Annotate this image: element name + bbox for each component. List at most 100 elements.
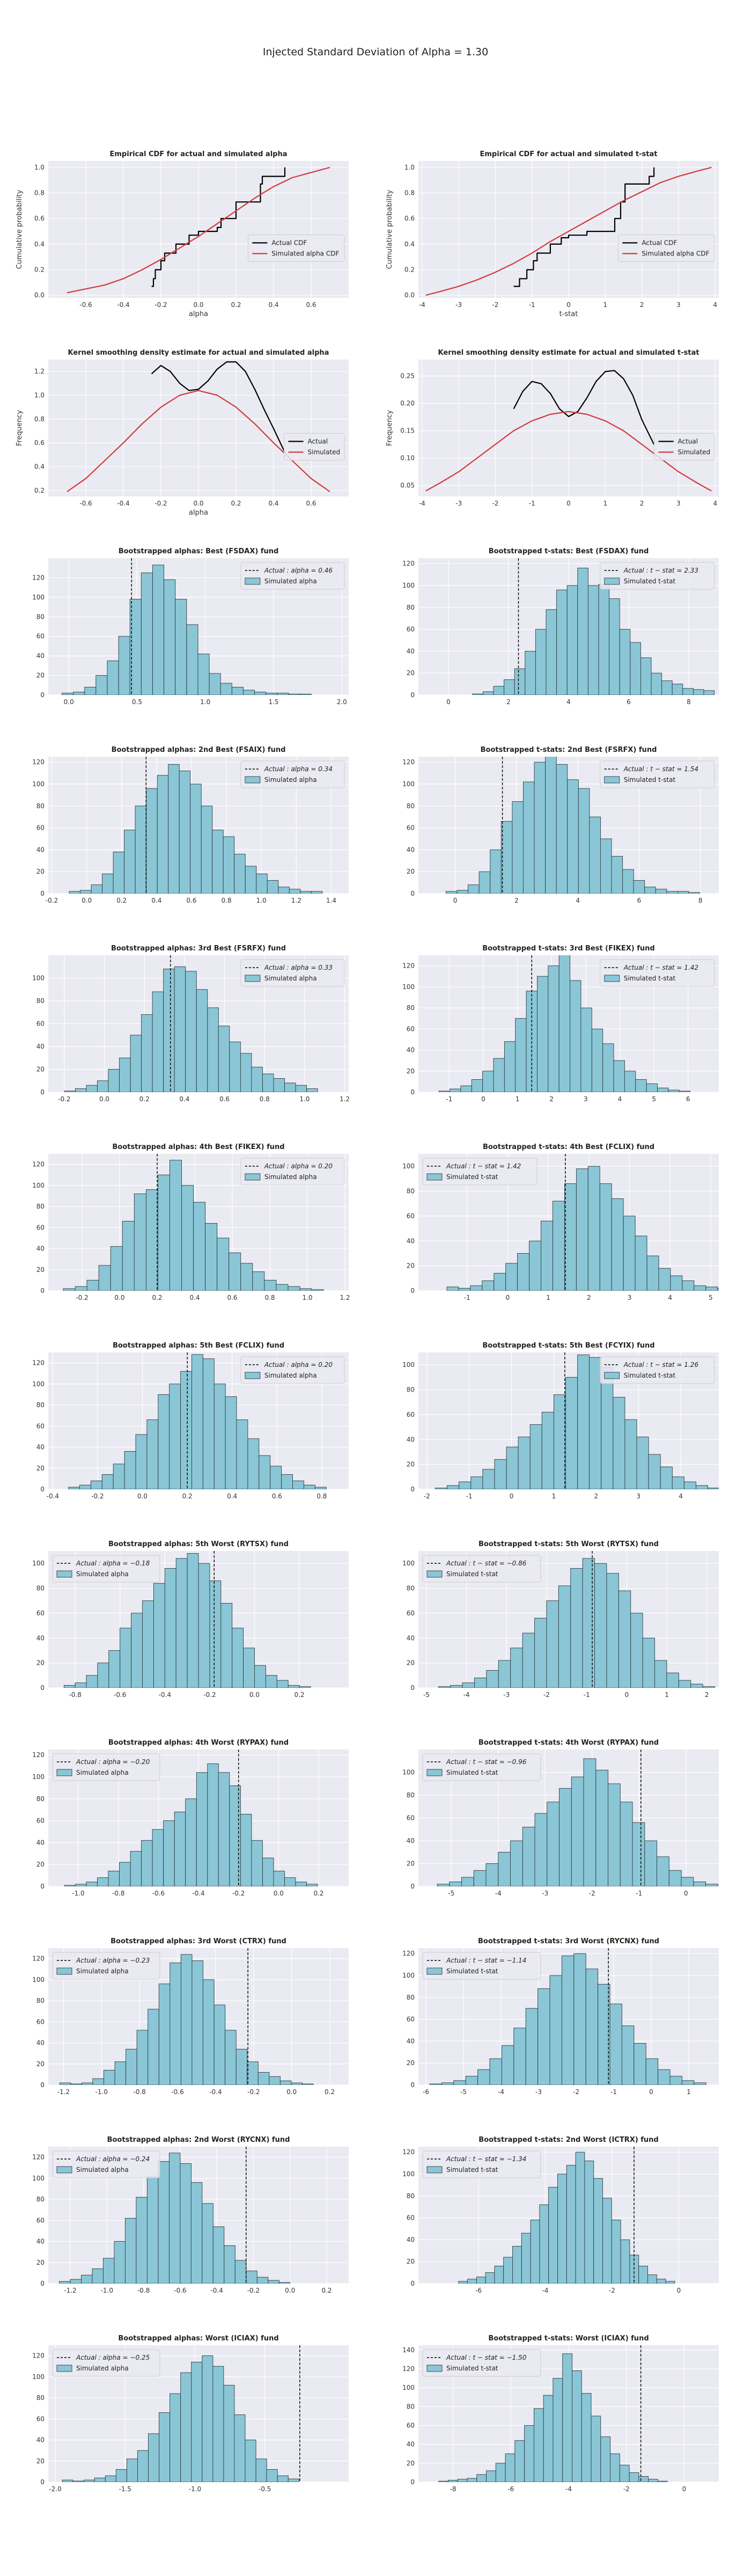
histogram-bar: [557, 2174, 567, 2284]
x-tick-label: 1.0: [299, 1095, 310, 1103]
x-tick-label: 4: [618, 1095, 622, 1103]
chart-title: Bootstrapped t-stats: 3rd Worst (RYCNX) …: [478, 1937, 659, 1945]
histogram-bar: [471, 1079, 483, 1092]
y-tick-label: 60: [36, 1020, 45, 1028]
histogram-bar: [192, 1960, 203, 2085]
histogram-bar: [477, 2069, 490, 2085]
histogram-bar: [635, 1235, 647, 1291]
y-tick-label: 20: [36, 1066, 45, 1073]
histogram-bar: [97, 1877, 109, 1886]
histogram-bar: [646, 1255, 659, 1291]
chart-title: Empirical CDF for actual and simulated t…: [480, 150, 658, 158]
x-tick-label: 0: [624, 1691, 629, 1699]
x-tick-label: 4: [713, 500, 717, 507]
legend-box: [240, 562, 345, 590]
histogram-bar: [634, 2043, 646, 2085]
histogram-bar: [613, 1397, 625, 1489]
y-tick-label: 120: [32, 1751, 45, 1759]
y-tick-label: 60: [407, 1212, 415, 1220]
y-tick-label: 40: [407, 2236, 415, 2243]
histogram-bar: [705, 1884, 718, 1886]
legend-patch-swatch: [604, 776, 620, 784]
legend-patch-swatch: [56, 1769, 72, 1776]
histogram-bar: [474, 1678, 487, 1688]
histogram-bar: [541, 1220, 553, 1291]
histogram-bar: [621, 2025, 635, 2085]
x-tick-label: -4: [565, 2485, 572, 2493]
histogram-bar: [447, 1485, 460, 1489]
histogram-bar: [547, 1802, 560, 1886]
histogram-bar: [152, 991, 164, 1092]
legend-label: Actual: [678, 438, 698, 445]
legend-label: Actual : t − stat = 1.54: [623, 765, 698, 773]
x-tick-label: -3: [455, 301, 462, 309]
x-tick-label: -0.4: [117, 500, 129, 507]
legend-label: Actual : t − stat = −1.34: [446, 2155, 526, 2163]
histogram-bar: [203, 1979, 215, 2085]
x-tick-label: -0.6: [114, 1691, 126, 1699]
chart-title: Bootstrapped t-stats: 4th Worst (RYPAX) …: [478, 1739, 659, 1747]
plot-marks: [438, 1551, 715, 1688]
x-tick-label: -2: [589, 1890, 595, 1897]
histogram-bar: [158, 1394, 170, 1489]
x-tick-label: 1.0: [200, 698, 210, 706]
histogram-bar: [146, 788, 158, 894]
legend: Actual : t − stat = 1.42 Simulated t-stat: [422, 1158, 538, 1185]
histogram-bar: [306, 1088, 318, 1092]
histogram-bar: [81, 2274, 93, 2284]
y-tick-label: 80: [36, 1795, 45, 1803]
x-tick-label: -1: [529, 301, 535, 309]
legend-label: Actual : t − stat = −0.96: [446, 1758, 527, 1766]
histogram-bar: [512, 801, 524, 894]
x-tick-label: -0.2: [232, 1890, 245, 1897]
x-tick-label: 1.4: [326, 897, 336, 904]
chart-panel-13: -0.4 -0.2 0.0 0.2 0.4 0.6 0.8 0 20 40 60 80 100 120 Bo…: [32, 1342, 349, 1500]
y-tick-label: 80: [407, 2403, 415, 2410]
histogram-bar: [86, 1279, 99, 1291]
histogram-bar: [254, 1665, 266, 1688]
x-tick-label: -0.5: [259, 2485, 271, 2493]
histogram-bar: [546, 609, 557, 695]
legend-label: Actual CDF: [642, 239, 677, 247]
histogram-bar: [577, 567, 588, 695]
x-tick-label: 0: [566, 301, 571, 309]
histogram-bar: [622, 869, 634, 894]
y-tick-label: 40: [36, 846, 45, 853]
histogram-bar: [223, 836, 235, 894]
legend: Actual : t − stat = −0.86 Simulated t-sta…: [422, 1555, 541, 1583]
histogram-bar: [153, 1583, 165, 1688]
histogram-bar: [119, 1862, 131, 1886]
x-tick-label: -1: [464, 1294, 470, 1301]
y-tick-label: 40: [407, 1436, 415, 1443]
y-tick-label: 80: [36, 1997, 45, 2004]
histogram-bar: [498, 1660, 511, 1688]
histogram-bar: [130, 1851, 142, 1886]
histogram-bar: [690, 1684, 703, 1688]
series-line-2: [425, 166, 712, 296]
plot-marks: [68, 1352, 327, 1489]
histogram-bar: [465, 2076, 478, 2085]
plot-marks: [63, 1154, 324, 1291]
series-line-2: [425, 411, 712, 492]
legend: Actual : t − stat = −0.96 Simulated t-sta…: [422, 1753, 541, 1781]
legend-box: [52, 2150, 160, 2178]
x-tick-label: 0.5: [132, 698, 142, 706]
y-tick-label: 1.2: [34, 368, 45, 375]
histogram-bar: [666, 891, 678, 894]
histogram-bar: [126, 2458, 138, 2482]
histogram-bar: [435, 1488, 448, 1489]
y-tick-label: 100: [402, 780, 415, 788]
y-tick-label: 120: [402, 2148, 415, 2156]
histogram-bar: [235, 2048, 248, 2085]
histogram-bar: [86, 1675, 98, 1688]
legend-label: Simulated alpha: [264, 776, 317, 784]
legend-box: [600, 760, 715, 788]
histogram-bar: [524, 2425, 534, 2482]
histogram-bar: [694, 1285, 706, 1291]
y-tick-label: 40: [36, 1634, 45, 1642]
chart-title: Empirical CDF for actual and simulated a…: [110, 150, 288, 158]
histogram-bar: [157, 1174, 170, 1291]
x-tick-label: -1.5: [119, 2485, 131, 2493]
histogram-bar: [610, 2453, 620, 2482]
